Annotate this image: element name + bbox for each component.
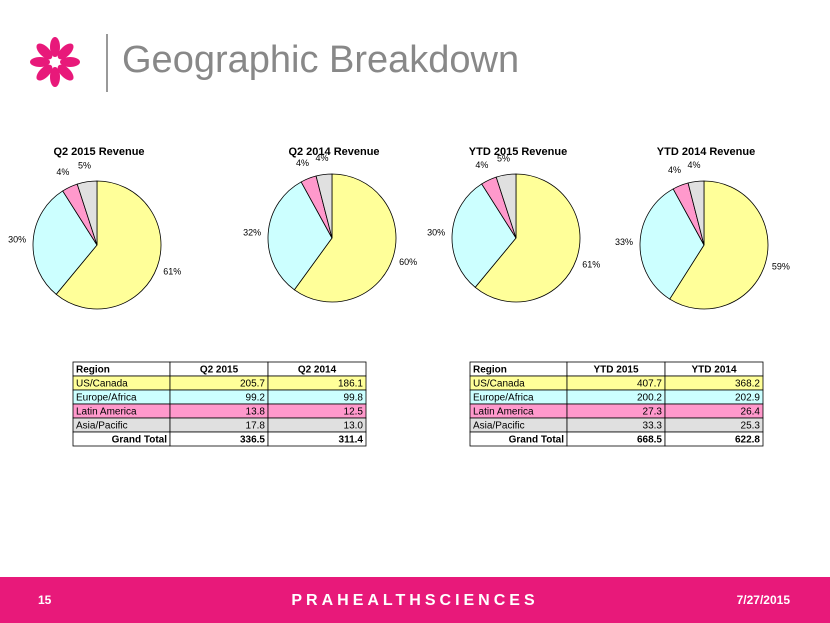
pie-slice [669,180,769,310]
table-cell-text: 33.3 [643,421,663,432]
table-header: Q2 2014 [298,365,337,376]
slice-label: 33% [615,237,633,247]
slice-label: 30% [427,227,445,237]
footer-bar [0,577,830,623]
table-cell-text: Grand Total [509,435,565,446]
pie-slice [32,190,98,295]
table-cell-text: 186.1 [338,379,363,390]
slice-label: 59% [772,262,790,272]
slice-label: 4% [668,165,681,175]
table-cell-text: 25.3 [741,421,761,432]
page-number: 15 [38,593,52,607]
table-cell-text: Latin America [473,407,534,418]
pie-slice [55,180,162,310]
slice-label: 5% [78,160,91,170]
table-cell-text: 99.2 [246,393,266,404]
table-header: YTD 2015 [593,365,638,376]
slice-label: 4% [56,167,69,177]
table-cell-text: 407.7 [637,379,662,390]
table-cell-text: 13.8 [246,407,266,418]
table-header: Region [76,365,110,376]
table-cell-text: Grand Total [112,435,168,446]
chart-title: Q2 2014 Revenue [288,146,379,158]
table-cell-text: Latin America [76,407,137,418]
table-cell-text: 27.3 [643,407,663,418]
tables: Region Q2 2015 Q2 2014 US/Canada 205.7 186.1 E… [72,361,764,447]
table-cell-text: 200.2 [637,393,662,404]
table-cell-text: 668.5 [637,435,662,446]
table-cell-text: 12.5 [344,407,364,418]
brand: PRAHEALTHSCIENCES [291,592,538,609]
slice-label: 61% [163,266,181,276]
slice-label: 30% [8,234,26,244]
table-cell-text: 368.2 [735,379,760,390]
charts: Q2 2015 Revenue 61% 30% 4% 5% Q2 2014 Revenue… [8,146,790,310]
pie-slice [76,180,98,246]
table-cell [267,431,367,447]
slice-label: 32% [243,227,261,237]
slice-label: 4% [687,160,700,170]
table-cell-text: Europe/Africa [76,393,137,404]
slice-label: 4% [296,158,309,168]
logo [30,37,80,87]
table-cell [664,431,764,447]
pie-slice [687,180,705,246]
table-cell-text: 205.7 [240,379,265,390]
table-cell-text: US/Canada [473,379,525,390]
table-cell-text: Asia/Pacific [76,421,128,432]
table-header: Region [473,365,507,376]
table-header: Q2 2015 [200,365,239,376]
table-cell-text: 99.8 [344,393,364,404]
pie-slice [293,173,397,303]
table-header: YTD 2014 [691,365,736,376]
table-cell-text: 13.0 [344,421,364,432]
pie-slice [495,173,517,239]
slide-title: Geographic Breakdown [122,39,519,81]
table-cell-text: 17.8 [246,421,266,432]
slice-label: 60% [399,257,417,267]
pie-slice [451,183,517,288]
chart-title: Q2 2015 Revenue [53,146,144,158]
table-cell-text: US/Canada [76,379,128,390]
table-cell-text: 311.4 [339,435,364,446]
chart-title: YTD 2015 Revenue [469,146,567,158]
pie-slice [315,173,333,239]
pie-slice [474,173,581,303]
date: 7/27/2015 [737,593,791,607]
table-cell-text: 622.8 [735,435,760,446]
slice-label: 61% [582,259,600,269]
table-cell-text: Asia/Pacific [473,421,525,432]
slice-label: 4% [315,153,328,163]
slice-label: 4% [475,160,488,170]
table-cell-text: 336.5 [240,435,265,446]
table-cell-text: 202.9 [735,393,760,404]
slice-label: 5% [497,153,510,163]
pie-slice [267,181,333,291]
chart-title: YTD 2014 Revenue [657,146,755,158]
table-cell-text: 26.4 [741,407,761,418]
table-cell-text: Europe/Africa [473,393,534,404]
